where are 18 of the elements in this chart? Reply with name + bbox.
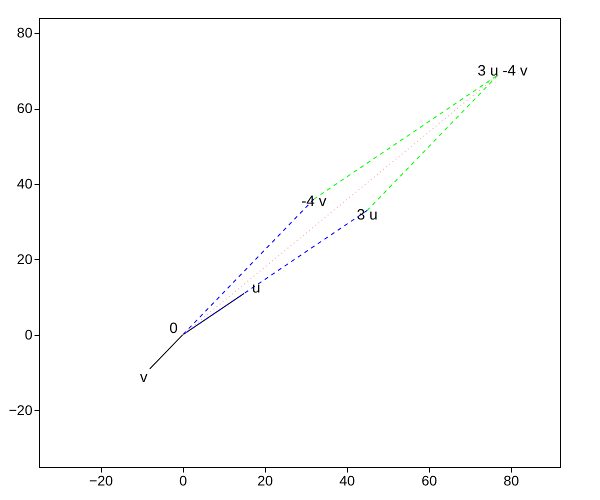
annotation: 0: [169, 320, 178, 337]
y-tick-label: 80: [16, 24, 33, 41]
y-tick-label: −20: [8, 402, 33, 418]
y-tick-label: 20: [16, 250, 33, 267]
x-tick-label: 80: [503, 472, 520, 488]
x-tick-label: 60: [421, 472, 438, 488]
annotation: u: [252, 279, 260, 296]
x-tick-label: 40: [339, 472, 356, 488]
annotation: v: [140, 368, 148, 386]
x-tick-label: −20: [89, 472, 114, 488]
annotation: -4 v: [301, 193, 327, 210]
annotation: 3 u -4 v: [477, 62, 528, 80]
y-tick-label: 0: [24, 326, 33, 342]
x-tick-label: 20: [257, 472, 274, 488]
y-tick-label: 40: [16, 176, 33, 192]
annotation: 3 u: [356, 206, 378, 224]
x-tick-label: 0: [179, 472, 188, 488]
y-tick-label: 60: [16, 100, 33, 116]
